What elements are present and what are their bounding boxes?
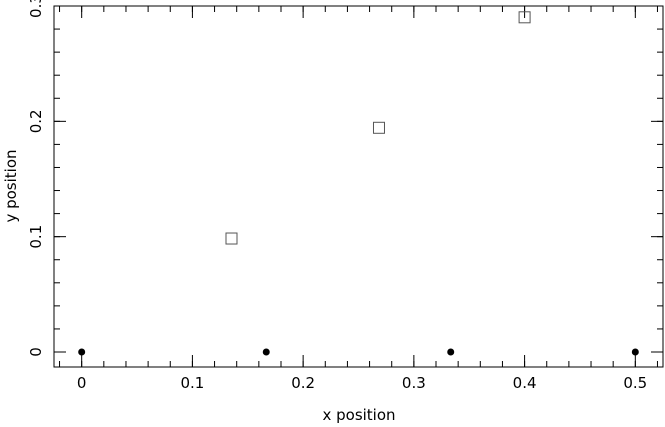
y-tick-label: 0 <box>27 347 45 357</box>
tick-labels: 0 0.1 0.2 0.3 0.4 0.5 0 0.1 0.2 0.3 <box>27 0 647 392</box>
y-tick-label: 0.2 <box>27 109 45 133</box>
y-axis-title: y position <box>2 149 20 222</box>
x-tick-label: 0.4 <box>513 374 537 392</box>
data-point-circle <box>262 348 270 356</box>
x-tick-label: 0.1 <box>180 374 204 392</box>
data-points <box>78 11 639 356</box>
data-point-circle <box>78 348 86 356</box>
y-tick-label: 0.3 <box>27 0 45 18</box>
x-tick-label: 0.3 <box>402 374 426 392</box>
data-point-square <box>372 121 385 134</box>
data-point-square <box>518 11 531 24</box>
axis-ticks <box>54 5 663 367</box>
x-tick-label: 0 <box>77 374 87 392</box>
x-tick-label: 0.5 <box>623 374 647 392</box>
x-axis-title: x position <box>322 406 395 424</box>
data-point-circle <box>631 348 639 356</box>
plot-frame <box>53 5 664 368</box>
data-point-circle <box>447 348 455 356</box>
y-tick-label: 0.1 <box>27 225 45 249</box>
data-point-square <box>225 232 238 245</box>
x-tick-label: 0.2 <box>291 374 315 392</box>
